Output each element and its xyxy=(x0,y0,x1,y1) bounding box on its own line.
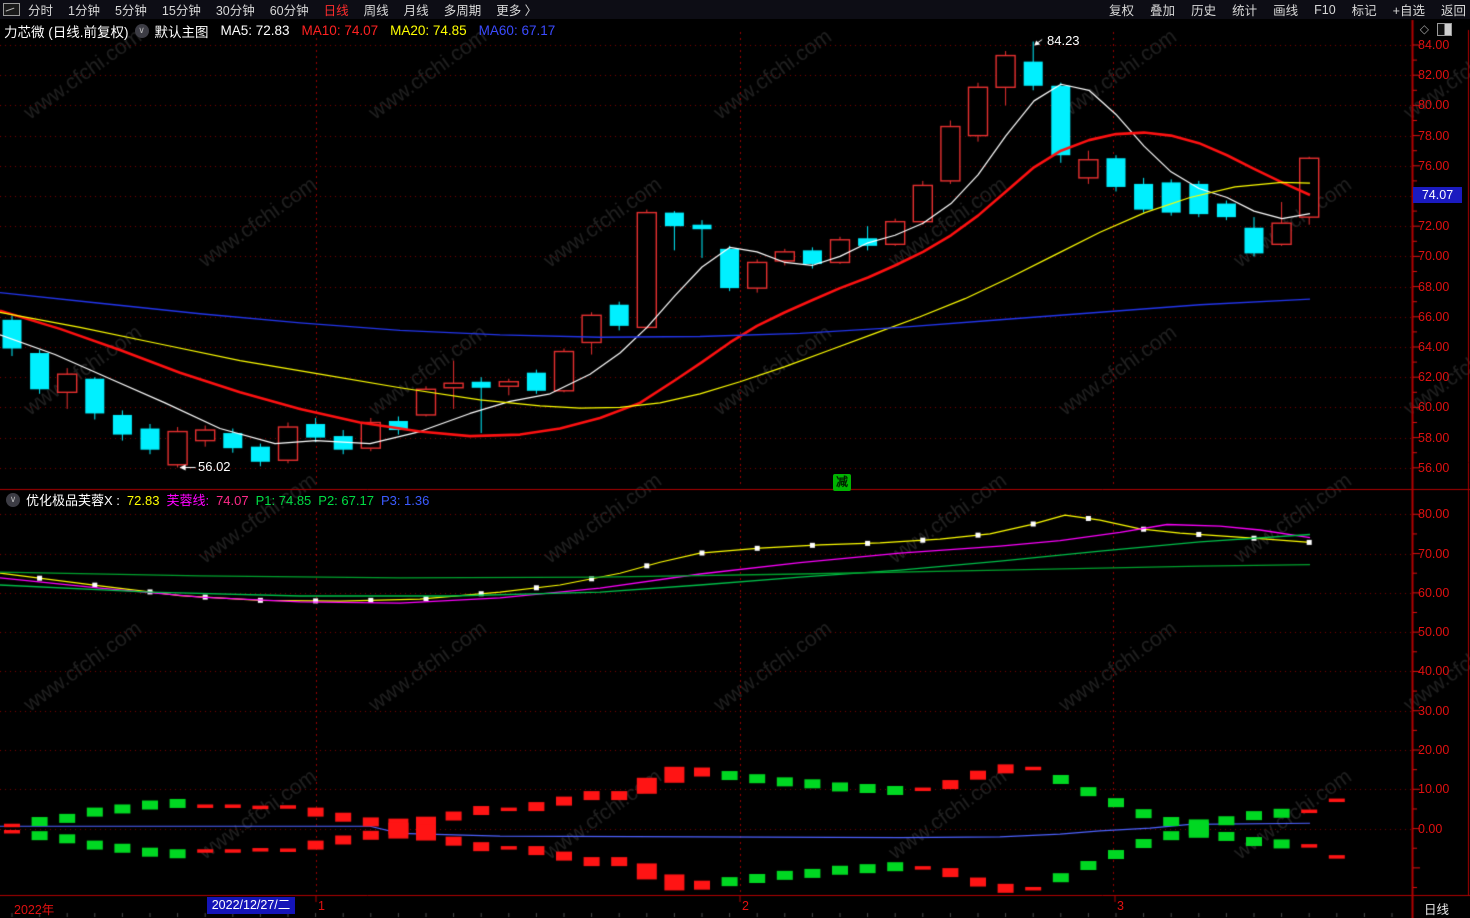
indicator-value-tick: 20.00 xyxy=(1418,743,1450,758)
menu-item-tool-0[interactable]: 复权 xyxy=(1109,4,1135,18)
menu-item-tool-1[interactable]: 叠加 xyxy=(1150,4,1176,18)
menu-item-period-5[interactable]: 60分钟 xyxy=(269,4,309,18)
app-icon[interactable] xyxy=(3,3,20,16)
menu-item-period-1[interactable]: 1分钟 xyxy=(68,4,100,18)
main-price-tick: 70.00 xyxy=(1418,249,1450,264)
main-price-tick: 62.00 xyxy=(1418,370,1450,385)
main-price-tick: 58.00 xyxy=(1418,430,1450,445)
low-annotation: 56.02 xyxy=(198,459,231,474)
tools-menu: 复权 叠加 历史 统计 画线 F10 标记 +自选 返回 xyxy=(1093,0,1466,19)
ma-legend-item-0: MA5: 72.83 xyxy=(220,23,290,38)
indicator-legend-part-4: P1: 74.85 xyxy=(255,493,312,508)
indicator-legend-part-0: 优化极品芙蓉X : xyxy=(26,493,120,508)
indicator-legend-part-2: 芙蓉线: xyxy=(166,493,210,508)
top-menubar: 分时 1分钟 5分钟 15分钟 30分钟 60分钟 日线 周线 月线 多周期 更多 〉 复权 叠加 历史… xyxy=(0,0,1470,19)
diamond-icon[interactable]: ◇ xyxy=(1419,22,1429,36)
bottom-bar: 2022年 2022/12/27/二 1 2 3 日线 xyxy=(0,896,1470,918)
main-price-tick: 84.00 xyxy=(1418,38,1450,52)
indicator-value-tick: 10.00 xyxy=(1418,782,1450,797)
menu-item-tool-8[interactable]: 返回 xyxy=(1440,4,1466,18)
panel-layout-icon[interactable] xyxy=(1437,22,1452,36)
main-price-tick: 72.00 xyxy=(1418,219,1450,234)
main-price-tick: 76.00 xyxy=(1418,158,1450,173)
header-corner-icons: ◇ xyxy=(1420,22,1452,36)
menu-item-period-9[interactable]: 多周期 xyxy=(443,4,482,18)
indicator-legend-part-1: 72.83 xyxy=(126,493,160,508)
current-price-box: 74.07 xyxy=(1413,187,1462,203)
main-price-tick: 82.00 xyxy=(1418,68,1450,83)
menu-item-tool-2[interactable]: 历史 xyxy=(1191,4,1217,18)
year-label: 2022年 xyxy=(14,903,55,917)
indicator-legend-part-3: 74.07 xyxy=(216,493,249,508)
menu-item-tool-4[interactable]: 画线 xyxy=(1273,4,1299,18)
collapse-indicator-icon[interactable]: ∨ xyxy=(6,492,20,507)
period-label: 日线 xyxy=(1424,903,1450,917)
collapse-main-icon[interactable]: ∨ xyxy=(134,23,149,38)
main-price-tick: 66.00 xyxy=(1418,309,1450,324)
high-annotation: 84.23 xyxy=(1047,33,1080,48)
main-price-tick: 56.00 xyxy=(1418,460,1450,475)
menu-item-period-8[interactable]: 月线 xyxy=(403,4,429,18)
date-box: 2022/12/27/二 xyxy=(207,897,295,914)
stock-title: 力芯微 (日线.前复权) xyxy=(4,24,129,40)
indicator-value-tick: 0.00 xyxy=(1418,821,1443,836)
indicator-value-tick: 50.00 xyxy=(1418,625,1450,640)
menu-item-tool-7[interactable]: +自选 xyxy=(1392,4,1425,18)
indicator-value-tick: 30.00 xyxy=(1418,703,1450,718)
main-price-tick: 78.00 xyxy=(1418,128,1450,143)
ma-legend: MA5: 72.83 MA10: 74.07 MA20: 74.85 MA60: 67… xyxy=(209,23,556,38)
month-label-2: 2 xyxy=(742,899,749,913)
main-chart-header: 力芯微 (日线.前复权) ∨ 默认主图 MA5: 72.83 MA10: 74.0… xyxy=(0,21,1408,40)
main-price-tick: 68.00 xyxy=(1418,279,1450,294)
ma-legend-item-1: MA10: 74.07 xyxy=(301,23,379,38)
menu-item-period-0[interactable]: 分时 xyxy=(28,4,54,18)
reduce-marker-badge[interactable]: 减 xyxy=(833,474,851,491)
menu-item-period-6[interactable]: 日线 xyxy=(323,4,349,18)
main-price-tick: 60.00 xyxy=(1418,400,1450,415)
ma-legend-item-2: MA20: 74.85 xyxy=(390,23,467,38)
period-menu: 分时 1分钟 5分钟 15分钟 30分钟 60分钟 日线 周线 月线 多周期 更多 〉 xyxy=(28,0,552,19)
menu-item-tool-5[interactable]: F10 xyxy=(1314,2,1336,17)
indicator-value-tick: 40.00 xyxy=(1418,664,1450,679)
indicator-value-tick: 60.00 xyxy=(1418,585,1450,600)
menu-item-tool-3[interactable]: 统计 xyxy=(1232,4,1258,18)
main-price-tick: 80.00 xyxy=(1418,98,1450,113)
layout-button[interactable]: 默认主图 xyxy=(154,24,209,40)
indicator-legend-part-6: P3: 1.36 xyxy=(380,493,430,508)
ma-legend-item-3: MA60: 67.17 xyxy=(478,23,556,38)
menu-item-period-7[interactable]: 周线 xyxy=(363,4,389,18)
main-price-tick: 64.00 xyxy=(1418,340,1450,354)
menu-item-period-3[interactable]: 15分钟 xyxy=(161,4,201,18)
menu-item-period-4[interactable]: 30分钟 xyxy=(215,4,255,18)
menu-item-period-10[interactable]: 更多 〉 xyxy=(496,4,538,18)
month-label-1: 1 xyxy=(318,899,325,913)
indicator-legend: 优化极品芙蓉X : 72.83 芙蓉线: 74.07 P1: 74.85 P2: 67.1… xyxy=(26,490,436,509)
indicator-value-tick: 70.00 xyxy=(1418,546,1450,561)
menu-item-tool-6[interactable]: 标记 xyxy=(1351,4,1377,18)
month-label-3: 3 xyxy=(1117,899,1124,913)
indicator-value-tick: 80.00 xyxy=(1418,507,1450,522)
menu-item-period-2[interactable]: 5分钟 xyxy=(114,4,147,18)
indicator-legend-part-5: P2: 67.17 xyxy=(318,493,374,508)
indicator-header: ∨ 优化极品芙蓉X : 72.83 芙蓉线: 74.07 P1: 74.85 P2: 67… xyxy=(0,490,436,509)
